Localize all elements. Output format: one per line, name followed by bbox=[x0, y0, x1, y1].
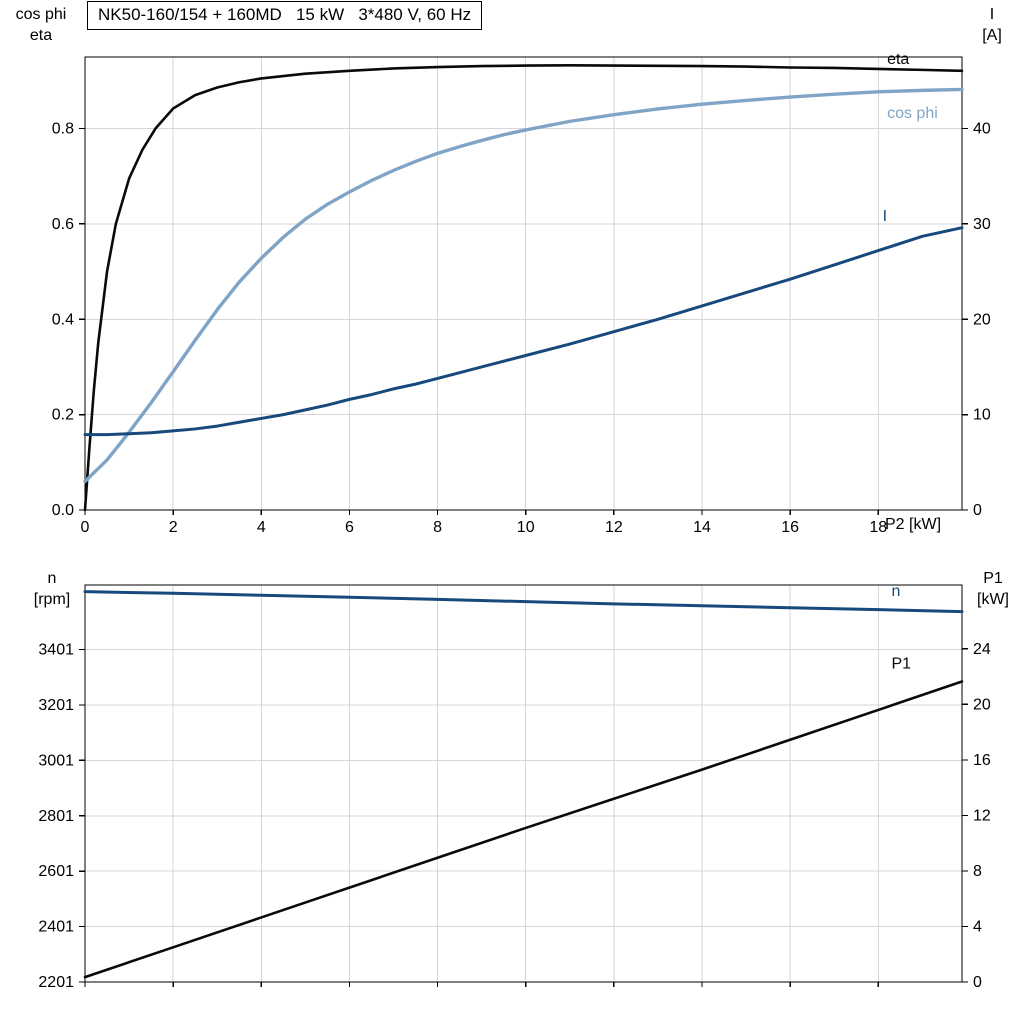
svg-text:0.8: 0.8 bbox=[52, 121, 74, 138]
svg-text:10: 10 bbox=[973, 407, 991, 424]
svg-text:2601: 2601 bbox=[38, 863, 74, 880]
svg-text:0: 0 bbox=[973, 974, 982, 991]
svg-text:0: 0 bbox=[81, 519, 90, 536]
svg-text:2201: 2201 bbox=[38, 974, 74, 991]
svg-text:40: 40 bbox=[973, 121, 991, 138]
speed-axis-label: n bbox=[47, 570, 57, 587]
svg-text:6: 6 bbox=[345, 519, 354, 536]
curve-i bbox=[83, 226, 964, 437]
svg-text:20: 20 bbox=[973, 311, 991, 328]
curve-label-cos-phi: cos phi bbox=[887, 105, 938, 122]
svg-text:18: 18 bbox=[869, 519, 887, 536]
svg-text:0.2: 0.2 bbox=[52, 407, 74, 424]
current-axis-label: I bbox=[989, 6, 995, 23]
svg-text:0: 0 bbox=[973, 502, 982, 519]
curve-p1 bbox=[83, 680, 964, 979]
svg-text:14: 14 bbox=[693, 519, 711, 536]
svg-text:2801: 2801 bbox=[38, 808, 74, 825]
curve-eta bbox=[83, 64, 964, 512]
svg-text:0.4: 0.4 bbox=[52, 311, 74, 328]
x-axis-title: P2 [kW] bbox=[885, 516, 942, 533]
svg-text:8: 8 bbox=[433, 519, 442, 536]
right-axis-title-bottom-chart: P1 [kW] bbox=[964, 568, 1022, 610]
svg-text:4: 4 bbox=[973, 918, 982, 935]
curve-n bbox=[83, 590, 964, 614]
svg-text:20: 20 bbox=[973, 696, 991, 713]
cos-phi-axis-label: cos phi bbox=[15, 6, 67, 23]
curve-label-n: n bbox=[891, 583, 900, 600]
svg-text:3201: 3201 bbox=[38, 697, 74, 714]
svg-text:16: 16 bbox=[781, 519, 799, 536]
svg-text:12: 12 bbox=[605, 519, 623, 536]
svg-text:0.6: 0.6 bbox=[52, 216, 74, 233]
right-axis-title-top-chart: I [A] bbox=[964, 4, 1020, 46]
p1-axis-label: P1 bbox=[983, 570, 1003, 587]
left-axis-title-top-chart: cos phi eta bbox=[3, 4, 79, 46]
curve-label-p1: P1 bbox=[891, 655, 911, 672]
svg-text:12: 12 bbox=[973, 807, 991, 824]
speed-unit-label: [rpm] bbox=[33, 591, 71, 608]
svg-text:16: 16 bbox=[973, 752, 991, 769]
current-unit-label: [A] bbox=[982, 27, 1002, 44]
svg-text:8: 8 bbox=[973, 863, 982, 880]
chart-title-box: NK50-160/154 + 160MD 15 kW 3*480 V, 60 H… bbox=[87, 1, 483, 30]
efficiency-current-chart: 0 2 4 6 8 10 12 14 16 18 0.0 0.2 0.4 0.6 0.8 0 10 20 30 40 e… bbox=[52, 51, 991, 536]
svg-text:2401: 2401 bbox=[38, 919, 74, 936]
svg-text:3401: 3401 bbox=[38, 642, 74, 659]
speed-power-chart: 2201 2401 2601 2801 3001 3201 3401 0 4 8 12 16 20 24 n… bbox=[38, 583, 991, 991]
svg-text:24: 24 bbox=[973, 641, 991, 658]
svg-text:4: 4 bbox=[257, 519, 266, 536]
svg-text:3001: 3001 bbox=[38, 752, 74, 769]
left-axis-title-bottom-chart: n [rpm] bbox=[16, 568, 88, 610]
svg-text:0.0: 0.0 bbox=[52, 502, 74, 519]
svg-text:2: 2 bbox=[169, 519, 178, 536]
p1-unit-label: [kW] bbox=[977, 591, 1009, 608]
eta-axis-label: eta bbox=[29, 27, 53, 44]
curve-label-eta: eta bbox=[887, 51, 909, 68]
curve-label-i: I bbox=[883, 208, 887, 225]
svg-text:10: 10 bbox=[517, 519, 535, 536]
curve-cos-phi bbox=[83, 87, 964, 484]
svg-text:30: 30 bbox=[973, 216, 991, 233]
